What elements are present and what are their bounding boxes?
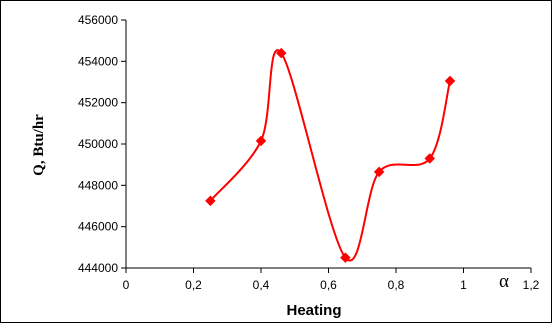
y-axis-ticks: 444000 446000 448000 450000 452000 454000 4560… <box>78 13 126 275</box>
x-tick-label: 0,4 <box>253 278 270 292</box>
data-point <box>275 47 287 59</box>
y-tick-label: 450000 <box>78 137 118 151</box>
y-axis-label: Q, Btu/hr <box>31 114 47 176</box>
data-point <box>424 153 436 164</box>
data-point <box>340 252 351 264</box>
x-tick-label: 0 <box>123 278 130 292</box>
y-tick-label: 444000 <box>78 261 118 275</box>
y-tick-label: 452000 <box>78 96 118 110</box>
x-axis-label: Heating <box>286 302 341 319</box>
data-point <box>373 166 385 178</box>
data-point <box>255 135 267 147</box>
y-tick-label: 456000 <box>78 13 118 27</box>
x-tick-label: 1,2 <box>523 278 540 292</box>
series-markers <box>205 47 456 264</box>
y-tick-label: 448000 <box>78 178 118 192</box>
y-tick-label: 454000 <box>78 54 118 68</box>
x-tick-label: 0,2 <box>185 278 202 292</box>
x-tick-label: 1 <box>460 278 467 292</box>
x-axis-symbol: α <box>499 271 509 292</box>
x-tick-label: 0,6 <box>320 278 337 292</box>
data-point <box>205 195 216 207</box>
x-tick-label: 0,8 <box>388 278 405 292</box>
y-tick-label: 446000 <box>78 220 118 234</box>
x-axis-ticks: 0 0,2 0,4 0,6 0,8 1 1,2 <box>123 268 540 292</box>
data-point <box>444 75 456 87</box>
